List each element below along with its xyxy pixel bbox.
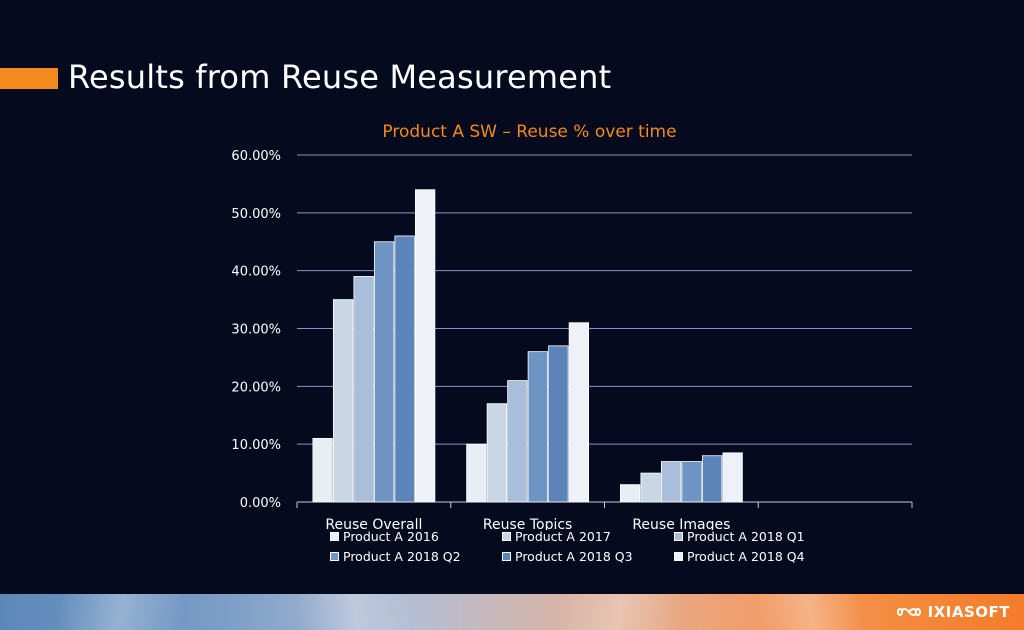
footer-shard [300,594,410,630]
infinity-logo-icon [896,608,921,616]
chart-title: Product A SW – Reuse % over time [382,122,676,142]
bar [353,276,374,503]
slide-title: Results from Reuse Measurement [68,58,612,96]
bar [486,403,508,503]
x-category-label: Reuse Overall [325,517,422,530]
bar [332,299,354,503]
x-category-label: Reuse Images [632,517,730,530]
bar [548,345,569,503]
bar [373,241,395,503]
legend-label: Product A 2018 Q3 [515,549,633,564]
bar [466,443,487,503]
reuse-bar-chart: Product A SW – Reuse % over time 0.00% 10.… [231,122,913,530]
bar [394,235,415,503]
y-tick-label: 20.00% [231,380,281,395]
bar [681,461,702,503]
y-tick-label: 30.00% [231,323,281,338]
footer-shard [760,594,860,630]
legend-swatch [674,552,683,561]
legend-item: Product A 2018 Q4 [674,549,850,564]
bar [312,437,333,503]
y-tick-label: 0.00% [240,496,281,511]
legend-swatch [674,532,683,541]
legend-item: Product A 2018 Q1 [674,529,850,544]
bar [722,452,743,503]
bar [660,461,682,503]
footer-band: IXIASOFT [0,594,1024,630]
chart-legend: Product A 2016 Product A 2017 Product A 20… [330,529,850,564]
x-category-label: Reuse Topics [483,517,572,530]
legend-item: Product A 2016 [330,529,502,544]
legend-label: Product A 2018 Q2 [343,549,461,564]
legend-label: Product A 2016 [343,529,439,544]
footer-shard [60,594,180,630]
legend-swatch [330,552,339,561]
legend-swatch [502,532,511,541]
bar [414,189,436,503]
y-tick-label: 50.00% [231,207,281,222]
footer-shard [560,594,680,630]
legend-item: Product A 2018 Q2 [330,549,502,564]
legend-item: Product A 2017 [502,529,674,544]
y-tick-label: 40.00% [231,265,281,280]
legend-label: Product A 2018 Q1 [687,529,805,544]
legend-swatch [502,552,511,561]
y-tick-label: 10.00% [231,438,281,453]
bar [507,380,528,503]
legend-item: Product A 2018 Q3 [502,549,674,564]
legend-swatch [330,532,339,541]
legend-label: Product A 2018 Q4 [687,549,805,564]
legend-label: Product A 2017 [515,529,611,544]
bar [619,484,641,503]
y-tick-label: 60.00% [231,149,281,164]
ixiasoft-logo: IXIASOFT [896,603,1010,621]
bar [640,472,661,503]
title-accent-bar [0,68,58,89]
bar [568,322,590,503]
bar [701,455,723,503]
logo-text: IXIASOFT [927,603,1010,621]
bar [527,351,549,503]
